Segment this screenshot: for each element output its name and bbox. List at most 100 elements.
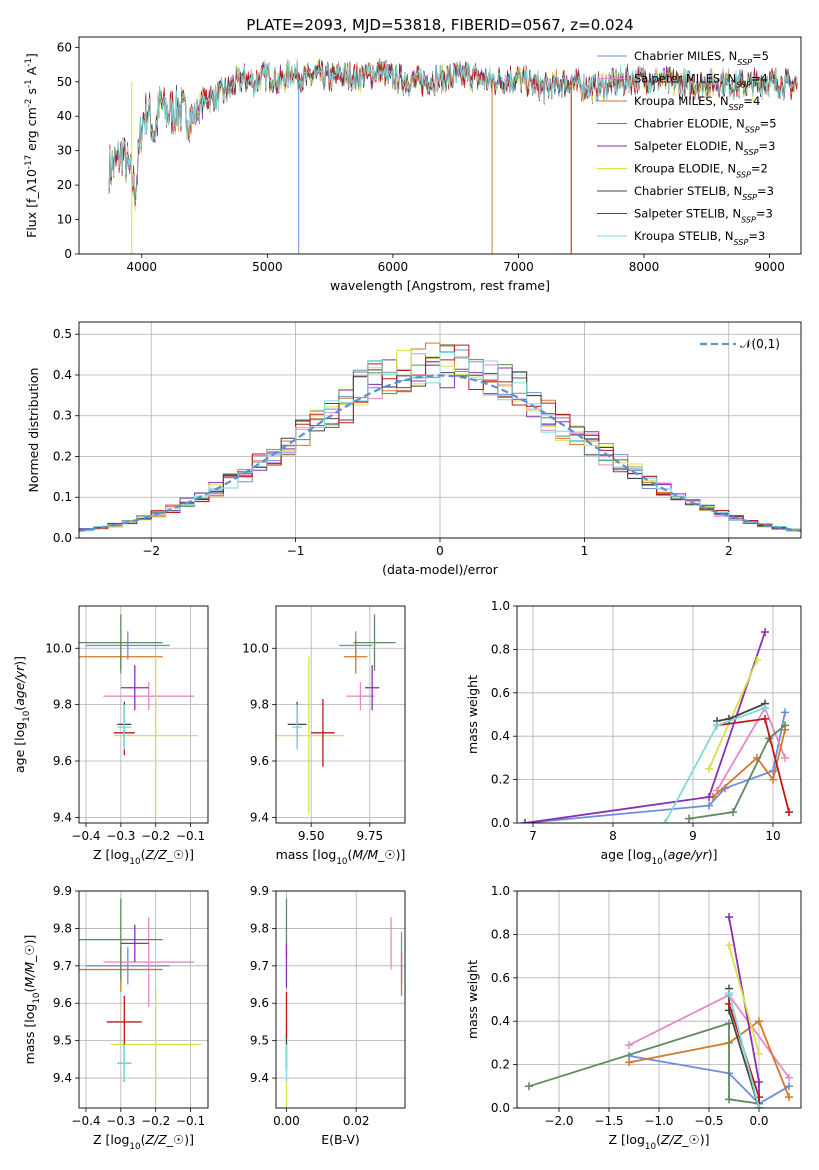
y-tick-label: 10: [57, 213, 72, 227]
x-tick-label: 0.00: [273, 1114, 300, 1128]
mass-weight-marker: [785, 1073, 793, 1082]
y-tick-label: 9.7: [250, 959, 269, 973]
mass-weight-marker: [521, 819, 529, 823]
age-vs-Z-ylabel: age [log10(age/yr)]: [12, 656, 32, 773]
x-tick-label: −0.1: [176, 1114, 205, 1128]
x-tick-label: −0.2: [141, 829, 170, 843]
mass-weight-line: [688, 724, 786, 820]
mass-vs-ebv-marks: [285, 898, 403, 1108]
y-tick-label: 0.0: [491, 816, 510, 830]
x-tick-label: −1.0: [644, 1114, 673, 1128]
legend-label: Salpeter ELODIE, NSSP=3: [634, 139, 775, 157]
mass-weight-marker: [625, 1041, 633, 1050]
mass-weight-vs-age-ylabel: mass weight: [465, 675, 480, 754]
x-tick-label: 9.50: [298, 829, 325, 843]
x-tick-label: 8000: [629, 260, 660, 274]
mass-weight-marker: [785, 808, 793, 817]
mass-weight-marker: [753, 656, 761, 665]
y-tick-label: 9.6: [250, 996, 269, 1010]
mass-vs-Z-plot-area: [79, 891, 208, 1108]
mass-weight-marker: [725, 1095, 733, 1104]
legend-label: Chabrier MILES, NSSP=5: [634, 49, 769, 67]
mass-vs-ebv-axes: 0.00 0.02 9.4 9.5 9.6 9.7 9.8 9.9 E(B-V): [250, 884, 406, 1147]
y-tick-label: 20: [57, 178, 72, 192]
y-tick-label: 9.8: [250, 921, 269, 935]
mass-weight-marker: [781, 721, 789, 730]
mass-weight-marker: [755, 1049, 763, 1058]
y-tick-label: 50: [57, 75, 72, 89]
y-tick-label: 9.8: [53, 698, 72, 712]
residuals-ylabel: Normed distribution: [26, 368, 41, 493]
y-tick-label: 40: [57, 109, 72, 123]
mass-weight-marker: [755, 1017, 763, 1026]
y-tick-label: 9.9: [250, 884, 269, 898]
legend-label: Kroupa MILES, NSSP=4: [634, 94, 760, 112]
mass-weight-marker: [525, 1082, 533, 1091]
y-tick-label: 9.8: [53, 921, 72, 935]
y-tick-label: 0.5: [53, 327, 72, 341]
mass-weight-marker: [781, 708, 789, 717]
age-vs-Z-frame: [78, 605, 209, 824]
age-vs-Z-axes: −0.4 −0.3 −0.2 −0.1 9.4 9.6 9.8 10.0 Z [log10(Z/…: [12, 605, 209, 867]
mass-weight-line: [712, 729, 786, 798]
mass-weight-marker: [685, 814, 693, 823]
mass-weight-marker: [713, 721, 721, 730]
mass-weight-marker: [705, 764, 713, 773]
mass-vs-ebv-frame: [275, 890, 406, 1109]
x-tick-label: −0.5: [694, 1114, 723, 1128]
legend-label: 𝒩(0,1): [740, 337, 780, 351]
age-vs-mass-marks: [276, 614, 396, 815]
age-vs-mass-plot-area: [276, 606, 405, 823]
mass-weight-marker: [755, 1104, 763, 1108]
y-tick-label: 0.0: [491, 1101, 510, 1115]
x-tick-label: −0.4: [71, 1114, 100, 1128]
mass-vs-Z-marks: [79, 898, 202, 1101]
y-tick-label: 0.4: [53, 368, 72, 382]
mass-weight-line: [708, 659, 758, 770]
mass-weight-marker: [769, 775, 777, 784]
x-tick-label: 0: [436, 544, 444, 558]
y-tick-label: 9.5: [250, 1034, 269, 1048]
x-tick-label: −2: [142, 544, 160, 558]
y-tick-label: 9.4: [250, 1071, 269, 1085]
mass-vs-ebv-plot-area: [276, 891, 405, 1108]
x-tick-label: −2.0: [544, 1114, 573, 1128]
residuals-marks: [79, 342, 801, 534]
y-tick-label: 0.8: [491, 927, 510, 941]
x-tick-label: 0.02: [343, 1114, 370, 1128]
mass-weight-vs-age-axes: 7 8 9 10 0.0 0.2 0.4 0.6 0.8 1.0 age [log10(age/yr…: [465, 599, 802, 867]
legend-label: Salpeter STELIB, NSSP=3: [634, 207, 773, 225]
mass-weight-line: [528, 1022, 760, 1105]
x-tick-label: 2: [725, 544, 733, 558]
y-tick-label: 9.5: [53, 1034, 72, 1048]
mass-weight-marker: [729, 808, 737, 817]
mass-weight-vs-age-frame: [516, 605, 802, 824]
mass-weight-marker: [755, 1077, 763, 1086]
x-tick-label: 7: [529, 829, 537, 843]
y-tick-label: 0.6: [491, 686, 510, 700]
legend-label: Salpeter MILES, NSSP=4: [634, 72, 768, 90]
y-tick-label: 1.0: [491, 599, 510, 613]
mass-weight-marker: [785, 1082, 793, 1091]
mass-weight-marker: [781, 753, 789, 762]
mass-weight-line: [728, 992, 760, 1108]
y-tick-label: 9.4: [250, 810, 269, 824]
mass-vs-Z-xlabel: Z [log10(Z/Z_☉)]: [93, 1132, 194, 1152]
age-vs-mass-xlabel: mass [log10(M/M_☉)]: [276, 847, 406, 867]
spectrum-marks: [108, 58, 798, 254]
x-tick-label: −0.1: [176, 829, 205, 843]
y-tick-label: 9.9: [53, 884, 72, 898]
mass-weight-marker: [761, 714, 769, 723]
figure-title: PLATE=2093, MJD=53818, FIBERID=0567, z=0…: [246, 16, 633, 34]
x-tick-label: 5000: [252, 260, 283, 274]
spectrum-model-line: [108, 59, 798, 206]
normal-curve: [79, 374, 801, 532]
x-tick-label: 9: [689, 829, 697, 843]
x-tick-label: 9000: [754, 260, 785, 274]
legend-label: Kroupa ELODIE, NSSP=2: [634, 162, 768, 180]
spectrum-legend: Chabrier MILES, NSSP=5 Salpeter MILES, NS…: [597, 49, 777, 247]
y-tick-label: 0.2: [491, 773, 510, 787]
mass-weight-line: [728, 945, 760, 1054]
age-vs-Z-plot-area: [79, 606, 208, 823]
